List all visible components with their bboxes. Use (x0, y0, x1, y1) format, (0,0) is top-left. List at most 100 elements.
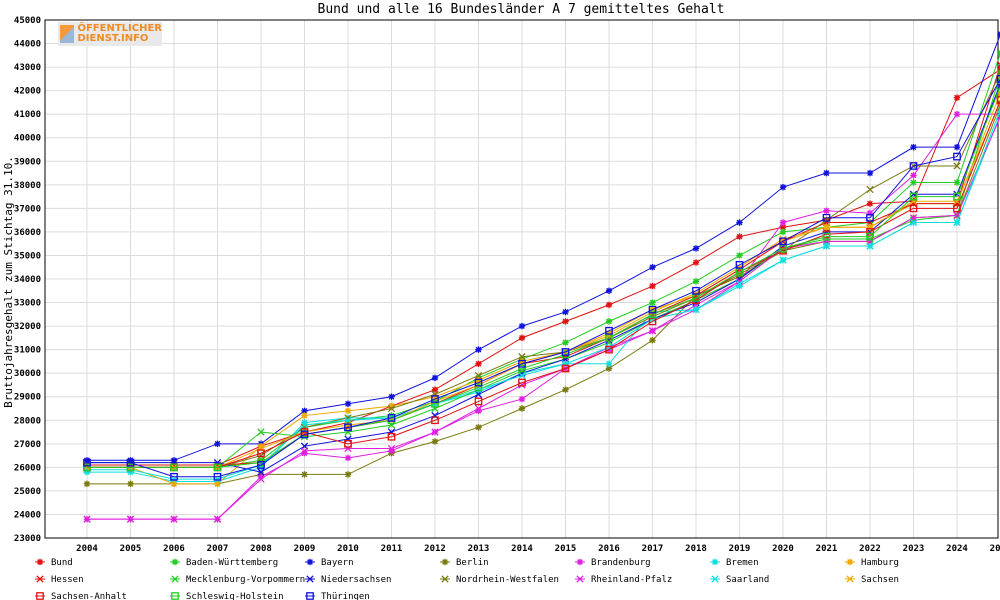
legend-item: Niedersachsen (305, 575, 391, 585)
data-point (257, 461, 265, 469)
data-point (648, 310, 657, 319)
data-point (214, 480, 221, 488)
legend-marker (576, 575, 584, 583)
data-point (518, 395, 526, 403)
data-point (257, 468, 265, 476)
data-point (301, 407, 308, 415)
legend: Bund Baden-Württemberg Bayern Berlin Branden… (35, 558, 899, 600)
data-point (518, 353, 526, 361)
data-point (605, 343, 613, 351)
data-point (344, 454, 352, 462)
x-tick-label: 2012 (424, 544, 446, 554)
data-point (605, 329, 613, 337)
data-point (518, 405, 526, 412)
data-point (561, 364, 570, 373)
data-point (301, 471, 308, 478)
series-line (87, 92, 1000, 485)
y-tick-label: 40000 (14, 134, 41, 144)
x-tick-label: 2014 (511, 544, 533, 554)
x-tick-label: 2006 (163, 544, 185, 554)
legend-item: Nordrhein-Westfalen (440, 575, 559, 585)
data-point (300, 447, 309, 455)
data-point (779, 224, 787, 231)
legend-item: Mecklenburg-Vorpommern (170, 575, 305, 585)
data-point (562, 386, 569, 393)
y-tick-label: 25000 (14, 487, 41, 497)
data-point (344, 400, 352, 407)
logo-line-2: DIENST.INFO (77, 33, 149, 44)
x-tick-label: 2018 (685, 544, 707, 554)
data-point (213, 463, 222, 472)
data-point (910, 179, 917, 186)
x-tick-label: 2024 (946, 544, 968, 554)
y-tick-label: 28000 (14, 416, 41, 426)
legend-label: Bund (51, 558, 73, 568)
legend-item: Hamburg (845, 558, 899, 568)
legend-label: Sachsen-Anhalt (51, 592, 127, 600)
data-point (648, 308, 657, 316)
series-11 (83, 68, 1000, 472)
data-point (822, 223, 831, 231)
legend-marker (306, 592, 314, 600)
legend-marker (711, 558, 719, 566)
data-point (431, 395, 439, 403)
data-point (126, 515, 135, 523)
data-point (257, 473, 265, 480)
data-point (431, 393, 439, 400)
legend-marker (711, 575, 719, 583)
data-point (388, 447, 395, 455)
legend-label: Berlin (456, 558, 489, 568)
data-point (83, 480, 91, 488)
data-point (474, 381, 483, 389)
data-point (779, 237, 787, 246)
x-tick-label: 2009 (294, 544, 316, 554)
legend-marker (576, 558, 584, 566)
series-4 (83, 101, 1000, 488)
data-point (475, 377, 482, 384)
data-point (475, 407, 482, 415)
data-point (648, 305, 657, 314)
data-point (866, 213, 874, 222)
legend-label: Brandenburg (591, 558, 651, 568)
plot-frame (44, 19, 999, 539)
x-tick-label: 2019 (729, 544, 751, 554)
data-point (605, 360, 613, 367)
data-point (866, 185, 874, 194)
data-point (301, 419, 308, 426)
series-14 (83, 98, 1000, 472)
data-point (126, 463, 135, 472)
series-2 (83, 49, 1000, 471)
data-point (388, 402, 395, 410)
legend-label: Baden-Württemberg (186, 558, 278, 568)
data-point (562, 339, 569, 346)
data-point (866, 232, 874, 241)
y-tick-label: 41000 (14, 110, 41, 120)
x-tick-label: 2013 (468, 544, 490, 554)
y-tick-label: 34000 (14, 275, 41, 285)
data-point (648, 317, 657, 326)
data-point (474, 378, 483, 387)
site-logo: ÖFFENTLICHER DIENST.INFO (58, 22, 162, 46)
data-point (431, 374, 439, 382)
data-point (518, 381, 526, 389)
series-1 (83, 66, 1000, 469)
data-point (518, 364, 526, 373)
data-point (257, 475, 265, 483)
series-line (87, 109, 1000, 480)
legend-label: Niedersachsen (321, 575, 391, 585)
data-point (127, 468, 134, 476)
data-point (692, 259, 700, 266)
legend-label: Saarland (726, 575, 769, 585)
data-point (475, 424, 482, 431)
legend-item: Rheinland-Pfalz (575, 575, 672, 585)
y-axis-label: Bruttojahresgehalt zum Stichtag 31.10. (2, 156, 15, 408)
data-point (779, 235, 787, 243)
legend-marker (306, 558, 314, 566)
data-point (257, 449, 265, 458)
data-point (996, 68, 1000, 76)
series-line (87, 116, 1000, 520)
data-point (736, 273, 743, 280)
legend-marker (846, 558, 854, 566)
data-point (692, 286, 700, 295)
